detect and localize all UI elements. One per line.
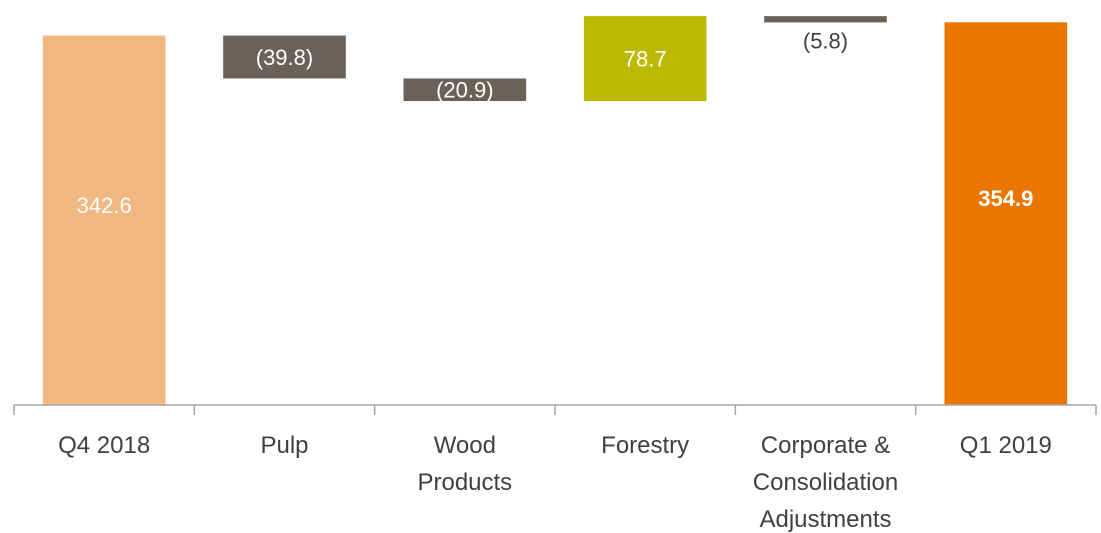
value-label-5: (5.8) <box>803 28 848 53</box>
bar-1 <box>42 35 166 405</box>
category-label-4: Forestry <box>601 432 689 459</box>
bar-3 <box>403 78 527 102</box>
category-label-3: Wood Products <box>417 432 512 496</box>
value-label-6: 354.9 <box>978 186 1033 211</box>
category-labels: Q4 2018 Pulp Wood Products Forestry Corporate… <box>58 432 1052 533</box>
bar-6 <box>944 22 1068 406</box>
value-label-2: (39.8) <box>256 45 313 70</box>
category-label-2: Pulp <box>260 432 308 459</box>
bar-5 <box>764 16 887 23</box>
value-label-1: 342.6 <box>77 193 132 218</box>
category-label-5: Corporate & Consolidation Adjustments <box>753 432 898 533</box>
value-label-3: (20.9) <box>436 78 493 103</box>
bars-group: 342.6 (39.8) (20.9) 78.7 (5.8) 354.9 <box>42 16 1068 406</box>
bar-2 <box>223 35 346 79</box>
category-label-6: Q1 2019 <box>960 432 1052 459</box>
bar-4 <box>583 16 707 102</box>
value-label-4: 78.7 <box>624 47 667 72</box>
category-label-1: Q4 2018 <box>58 432 150 459</box>
x-axis <box>13 404 1097 415</box>
